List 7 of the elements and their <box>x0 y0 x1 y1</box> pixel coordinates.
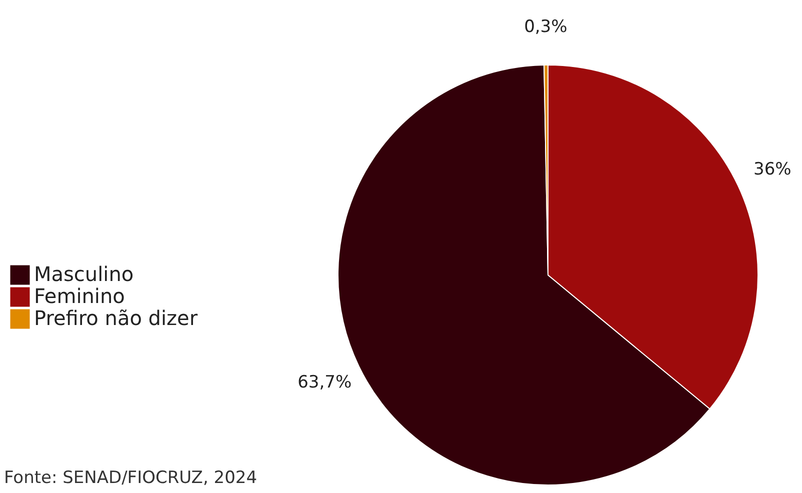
data-label: 63,7% <box>298 372 352 393</box>
legend-label: Feminino <box>34 284 125 308</box>
source-note: Fonte: SENAD/FIOCRUZ, 2024 <box>4 468 258 488</box>
legend-label: Masculino <box>34 262 134 286</box>
data-label: 36% <box>754 159 792 180</box>
data-label: 0,3% <box>524 17 568 38</box>
legend-label: Prefiro não dizer <box>34 306 198 330</box>
